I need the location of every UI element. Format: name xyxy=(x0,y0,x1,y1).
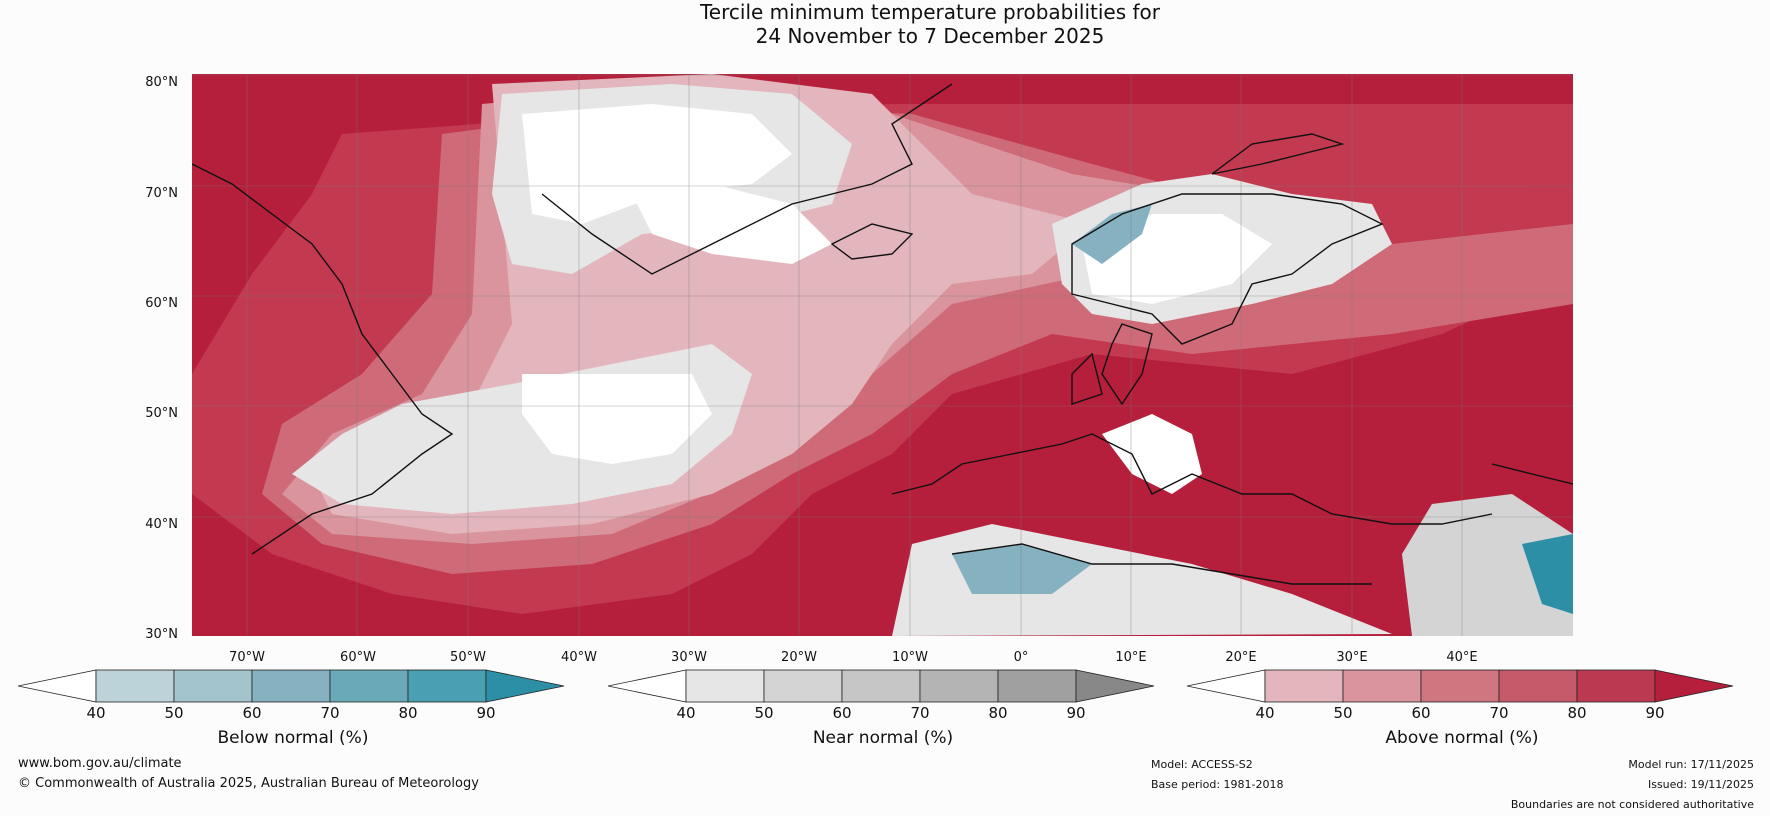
legend-label-near: Near normal (%) xyxy=(812,728,954,748)
near-legend-swatch-1 xyxy=(763,669,843,703)
lon-label-60w: 60°W xyxy=(340,650,376,665)
below-legend-tick-70: 70 xyxy=(320,704,340,722)
footer-website: www.bom.gov.au/climate xyxy=(18,756,182,771)
lon-label-30w: 30°W xyxy=(671,650,707,665)
title-line-1: Tercile minimum temperature probabilitie… xyxy=(699,0,1161,24)
footer-disclaimer: Boundaries are not considered authoritat… xyxy=(1510,798,1754,811)
near-legend-swatch-4 xyxy=(997,669,1077,703)
near-legend-swatch-3 xyxy=(919,669,999,703)
lon-label-20e: 20°E xyxy=(1225,650,1257,665)
below-legend-arrow-low xyxy=(18,669,97,703)
near-normal-iceland xyxy=(632,184,832,264)
lat-label-40n: 40°N xyxy=(145,517,178,532)
near-legend-swatch-0 xyxy=(685,669,765,703)
legend-above-normal xyxy=(1187,669,1734,703)
below-legend-tick-90: 90 xyxy=(476,704,496,722)
near-legend-tick-40: 40 xyxy=(676,704,696,722)
footer-model: Model: ACCESS-S2 xyxy=(1151,758,1253,771)
lat-label-80n: 80°N xyxy=(145,75,178,90)
lat-label-70n: 70°N xyxy=(145,186,178,201)
below-legend-swatch-4 xyxy=(407,669,487,703)
white-greenland-core xyxy=(522,104,792,224)
near-legend-arrow-high xyxy=(1075,669,1155,703)
lon-label-50w: 50°W xyxy=(450,650,486,665)
above-legend-swatch-0 xyxy=(1264,669,1344,703)
below-legend-swatch-1 xyxy=(173,669,253,703)
legend-label-above: Above normal (%) xyxy=(1385,728,1539,748)
near-legend-swatch-2 xyxy=(841,669,921,703)
chart-title: Tercile minimum temperature probabilitie… xyxy=(0,0,1770,48)
near-legend-arrow-low xyxy=(608,669,687,703)
lat-label-30n: 30°N xyxy=(145,627,178,642)
legend-near-normal xyxy=(608,669,1155,703)
gridlines xyxy=(192,74,1573,636)
near-legend-tick-90: 90 xyxy=(1066,704,1086,722)
below-norway-coast xyxy=(1072,204,1152,264)
lon-label-10e: 10°E xyxy=(1115,650,1147,665)
lon-label-30e: 30°E xyxy=(1336,650,1368,665)
coastlines xyxy=(192,83,1573,585)
lon-label-40e: 40°E xyxy=(1446,650,1478,665)
footer-issued: Issued: 19/11/2025 xyxy=(1647,778,1754,791)
footer-copyright: © Commonwealth of Australia 2025, Austra… xyxy=(18,776,479,791)
footer-model-run: Model run: 17/11/2025 xyxy=(1628,758,1754,771)
below-middle-east xyxy=(1522,534,1573,614)
above-legend-swatch-1 xyxy=(1342,669,1422,703)
near-legend-tick-70: 70 xyxy=(910,704,930,722)
below-atlas xyxy=(952,544,1092,594)
above-legend-tick-70: 70 xyxy=(1489,704,1509,722)
lon-label-40w: 40°W xyxy=(561,650,597,665)
lon-label-10w: 10°W xyxy=(892,650,928,665)
near-normal-middle-east xyxy=(1402,494,1573,636)
white-italy xyxy=(1102,414,1202,494)
above-legend-tick-80: 80 xyxy=(1567,704,1587,722)
near-legend-tick-60: 60 xyxy=(832,704,852,722)
lat-label-50n: 50°N xyxy=(145,406,178,421)
lon-label-20w: 20°W xyxy=(781,650,817,665)
above-legend-tick-40: 40 xyxy=(1255,704,1275,722)
above-legend-tick-60: 60 xyxy=(1411,704,1431,722)
near-legend-tick-50: 50 xyxy=(754,704,774,722)
near-legend-tick-80: 80 xyxy=(988,704,1008,722)
below-legend-tick-40: 40 xyxy=(86,704,106,722)
below-legend-swatch-2 xyxy=(251,669,331,703)
white-atlantic-core xyxy=(522,374,712,464)
legend-below-normal xyxy=(18,669,565,703)
above-legend-swatch-3 xyxy=(1498,669,1578,703)
below-legend-swatch-3 xyxy=(329,669,409,703)
map-canvas xyxy=(192,74,1573,636)
below-legend-tick-50: 50 xyxy=(164,704,184,722)
legend-label-below: Below normal (%) xyxy=(217,728,369,748)
above-legend-swatch-2 xyxy=(1420,669,1500,703)
below-legend-swatch-0 xyxy=(95,669,175,703)
lon-label-70w: 70°W xyxy=(229,650,265,665)
above-legend-arrow-low xyxy=(1187,669,1266,703)
above-legend-tick-90: 90 xyxy=(1645,704,1665,722)
above-legend-swatch-4 xyxy=(1576,669,1656,703)
title-line-2: 24 November to 7 December 2025 xyxy=(755,24,1105,48)
below-legend-tick-80: 80 xyxy=(398,704,418,722)
lon-label-0: 0° xyxy=(1013,650,1029,665)
below-legend-tick-60: 60 xyxy=(242,704,262,722)
forecast-map xyxy=(192,74,1573,636)
lat-label-60n: 60°N xyxy=(145,296,178,311)
above-legend-tick-50: 50 xyxy=(1333,704,1353,722)
footer-base-period: Base period: 1981-2018 xyxy=(1151,778,1284,791)
below-legend-arrow-high xyxy=(485,669,565,703)
above-legend-arrow-high xyxy=(1654,669,1734,703)
